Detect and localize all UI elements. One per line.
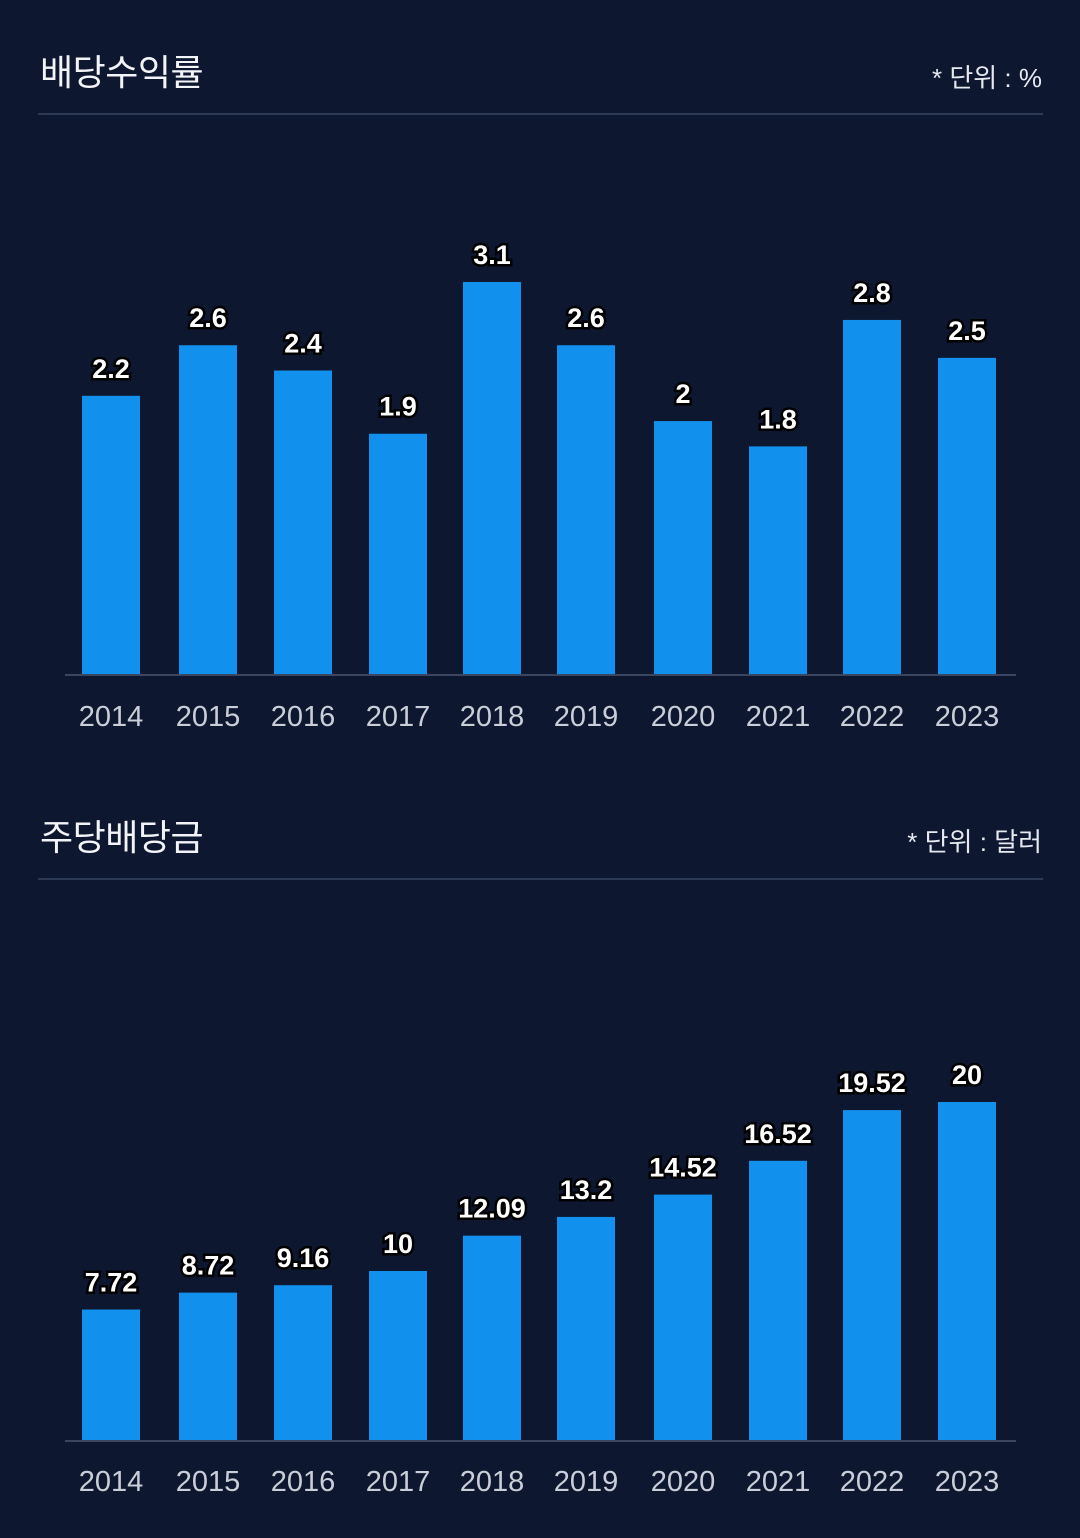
data-label-2015: 2.6 xyxy=(189,303,227,333)
x-tick-label: 2021 xyxy=(746,1466,811,1498)
data-label-2015: 8.72 xyxy=(182,1251,235,1281)
bar-2016 xyxy=(274,370,332,674)
x-tick-label: 2021 xyxy=(746,701,811,733)
dividend-per-share-chart: 7.72 8.72 9.16 10 12.09 13.2 14.52 16.52 19.52 20… xyxy=(65,1058,1016,1498)
data-label-2022: 19.52 xyxy=(838,1068,906,1098)
bar-2019 xyxy=(557,1216,615,1440)
bar-2022 xyxy=(843,1110,901,1440)
data-label-2022: 2.8 xyxy=(853,278,891,308)
bar-2018 xyxy=(463,1235,521,1440)
x-tick-label: 2022 xyxy=(840,1466,905,1498)
data-label-2021: 1.8 xyxy=(759,404,797,434)
bar-2017 xyxy=(369,1271,427,1440)
bar-2019 xyxy=(557,345,615,674)
bar-2016 xyxy=(274,1285,332,1440)
x-tick-label: 2020 xyxy=(651,1466,716,1498)
bar-2021 xyxy=(749,1160,807,1440)
bar-2015 xyxy=(179,1292,237,1440)
bar-2023 xyxy=(938,357,996,674)
bar-2022 xyxy=(843,319,901,674)
x-tick-label: 2014 xyxy=(79,701,144,733)
x-tick-label: 2018 xyxy=(460,701,525,733)
data-label-2016: 2.4 xyxy=(284,329,322,359)
bar-2014 xyxy=(82,1309,140,1440)
data-label-2014: 2.2 xyxy=(92,354,130,384)
data-label-2018: 3.1 xyxy=(473,240,511,270)
bar-2015 xyxy=(179,345,237,674)
data-label-2021: 16.52 xyxy=(744,1119,812,1149)
bar-2020 xyxy=(654,1194,712,1440)
unit-note: * 단위 : 달러 xyxy=(907,827,1042,857)
data-label-2017: 1.9 xyxy=(379,392,417,422)
bar-2017 xyxy=(369,433,427,674)
x-tick-label: 2015 xyxy=(176,701,241,733)
x-tick-label: 2015 xyxy=(176,1466,241,1498)
dividend-yield-panel: 배당수익률 * 단위 : % 2.2 2.6 2.4 1.9 3.1 2.6 2 1.8 2.8… xyxy=(0,0,1080,765)
chart-title: 주당배당금 xyxy=(40,817,204,858)
bar-2021 xyxy=(749,446,807,674)
title-divider xyxy=(38,878,1043,880)
data-label-2023: 2.5 xyxy=(948,316,986,346)
data-label-2019: 13.2 xyxy=(560,1175,613,1205)
x-tick-label: 2017 xyxy=(366,701,431,733)
bar-2018 xyxy=(463,282,521,674)
unit-note: * 단위 : % xyxy=(932,63,1042,93)
x-tick-label: 2017 xyxy=(366,1466,431,1498)
data-label-2016: 9.16 xyxy=(277,1243,330,1273)
x-tick-label: 2023 xyxy=(935,1466,1000,1498)
chart-title: 배당수익률 xyxy=(40,52,204,93)
x-tick-label: 2016 xyxy=(271,1466,336,1498)
bar-2020 xyxy=(654,421,712,674)
x-tick-label: 2016 xyxy=(271,701,336,733)
x-tick-label: 2019 xyxy=(554,701,619,733)
x-tick-label: 2019 xyxy=(554,1466,619,1498)
bar-2014 xyxy=(82,395,140,674)
x-tick-label: 2022 xyxy=(840,701,905,733)
data-label-2018: 12.09 xyxy=(458,1194,526,1224)
dividend-per-share-panel: 주당배당금 * 단위 : 달러 7.72 8.72 9.16 10 12.09 13.2 1… xyxy=(0,765,1080,1538)
data-label-2020: 2 xyxy=(675,379,690,409)
data-label-2023: 20 xyxy=(952,1060,982,1090)
title-divider xyxy=(38,113,1043,115)
dividend-yield-chart: 2.2 2.6 2.4 1.9 3.1 2.6 2 1.8 2.8 2.5 2014 2015 2016… xyxy=(65,238,1016,733)
data-label-2017: 10 xyxy=(383,1229,413,1259)
x-tick-label: 2020 xyxy=(651,701,716,733)
data-label-2014: 7.72 xyxy=(85,1268,138,1298)
bar-2023 xyxy=(938,1102,996,1440)
data-label-2020: 14.52 xyxy=(649,1153,717,1183)
x-tick-label: 2014 xyxy=(79,1466,144,1498)
x-tick-label: 2023 xyxy=(935,701,1000,733)
data-label-2019: 2.6 xyxy=(567,303,605,333)
x-tick-label: 2018 xyxy=(460,1466,525,1498)
